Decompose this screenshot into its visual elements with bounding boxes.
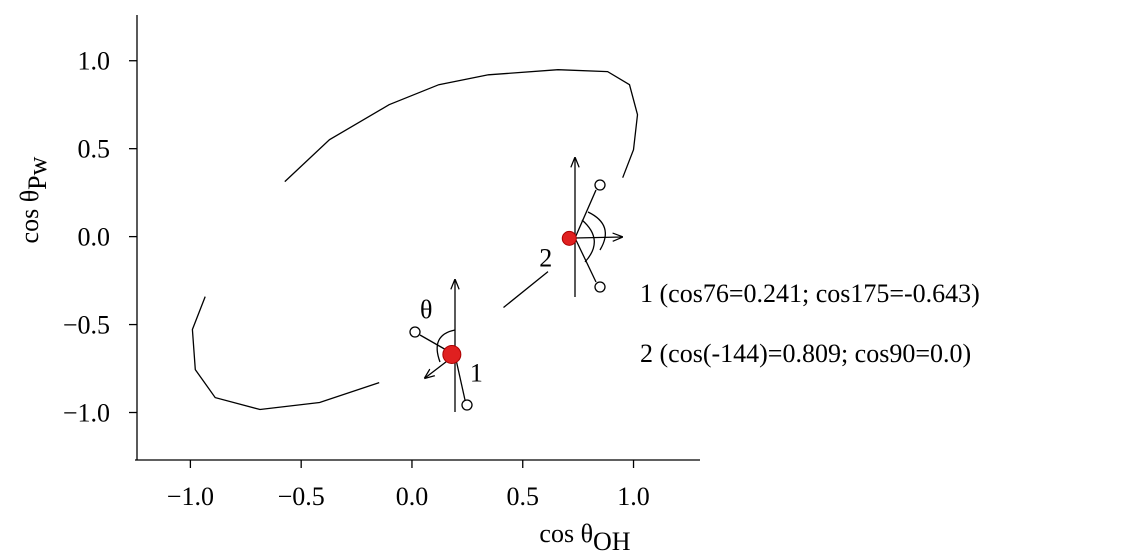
point-label: 1 bbox=[470, 358, 483, 387]
x-tick-label: 1.0 bbox=[617, 482, 650, 511]
y-tick-label: −0.5 bbox=[63, 311, 110, 340]
x-tick-label: −1.0 bbox=[167, 482, 214, 511]
angle-label: θ bbox=[420, 295, 432, 324]
x-axis-title: cos θOH bbox=[539, 519, 630, 554]
trajectory bbox=[191, 69, 639, 411]
y-axis-title: cos θPw bbox=[15, 156, 52, 243]
point bbox=[442, 344, 462, 364]
y-tick-label: 0.0 bbox=[78, 223, 111, 252]
x-tick-label: 0.0 bbox=[396, 482, 429, 511]
annotation: 1 (cos76=0.241; cos175=-0.643) bbox=[640, 279, 980, 308]
annotation: 2 (cos(-144)=0.809; cos90=0.0) bbox=[640, 339, 971, 368]
y-tick-label: 0.5 bbox=[78, 135, 111, 164]
point bbox=[561, 230, 577, 246]
molecule-2 bbox=[575, 158, 622, 297]
y-tick-label: 1.0 bbox=[78, 47, 111, 76]
point-label: 2 bbox=[539, 243, 552, 272]
y-tick-label: −1.0 bbox=[63, 399, 110, 428]
x-tick-label: −0.5 bbox=[278, 482, 325, 511]
x-tick-label: 0.5 bbox=[506, 482, 539, 511]
